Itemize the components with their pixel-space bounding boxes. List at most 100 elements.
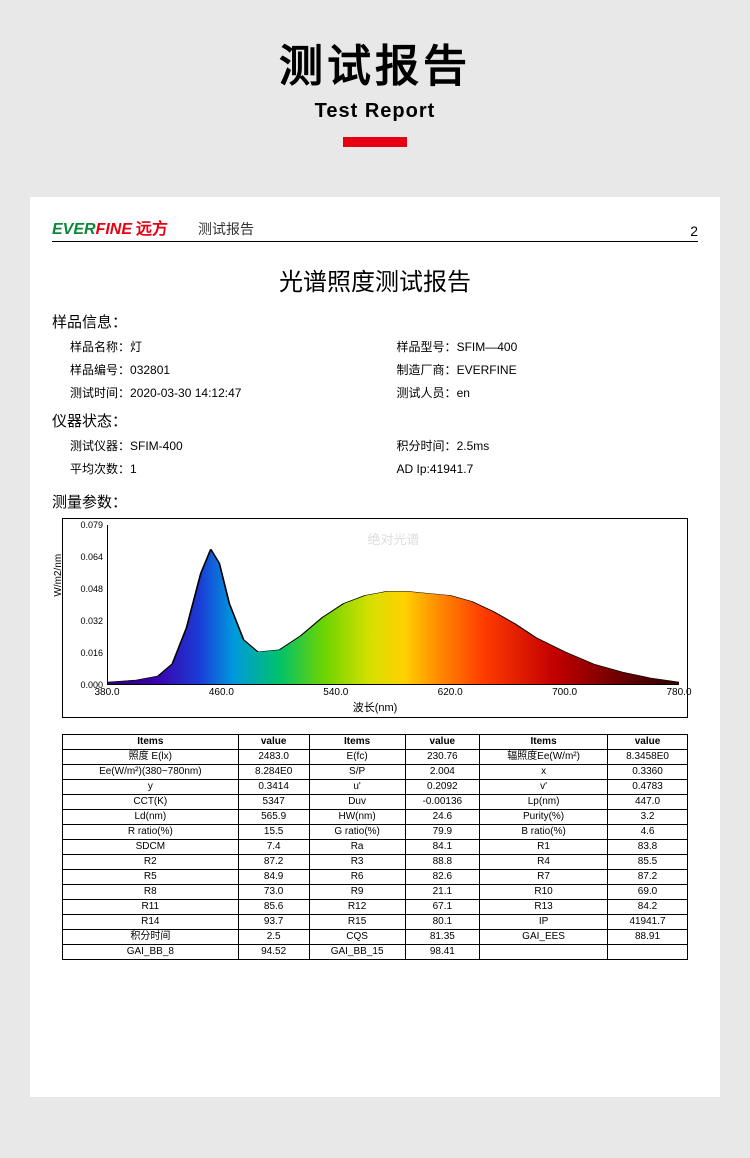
table-cell: 88.8 <box>405 854 480 869</box>
page-main-title: 测试报告 <box>0 30 750 94</box>
table-cell: 41941.7 <box>608 914 688 929</box>
table-cell: CQS <box>309 929 405 944</box>
table-cell: R11 <box>63 899 239 914</box>
inst-adip-value: 41941.7 <box>430 462 473 476</box>
table-header-cell: Items <box>480 734 608 749</box>
sample-mfr-value: EVERFINE <box>457 363 517 377</box>
table-cell: 7.4 <box>238 839 309 854</box>
table-cell: R15 <box>309 914 405 929</box>
x-tick: 460.0 <box>209 687 234 698</box>
table-cell: 83.8 <box>608 839 688 854</box>
table-cell: 85.5 <box>608 854 688 869</box>
chart-y-ticks: 0.0000.0160.0320.0480.0640.079 <box>67 525 105 685</box>
section-sample-label: 样品信息： <box>52 311 698 332</box>
table-cell: 82.6 <box>405 869 480 884</box>
y-tick: 0.016 <box>80 648 103 658</box>
table-cell: 85.6 <box>238 899 309 914</box>
table-cell: GAI_BB_15 <box>309 944 405 959</box>
table-cell: 84.2 <box>608 899 688 914</box>
table-cell: E(fc) <box>309 749 405 764</box>
sample-model-label: 样品型号： <box>397 336 457 359</box>
x-tick: 700.0 <box>552 687 577 698</box>
table-cell: 照度 E(lx) <box>63 749 239 764</box>
table-cell: CCT(K) <box>63 794 239 809</box>
chart-x-label: 波长(nm) <box>353 699 398 715</box>
page-root: 测试报告 Test Report EVERFINE 远方 测试报告 2 光谱照度… <box>0 0 750 1097</box>
table-cell: 81.35 <box>405 929 480 944</box>
table-cell: 94.52 <box>238 944 309 959</box>
table-cell: 21.1 <box>405 884 480 899</box>
table-cell: 98.41 <box>405 944 480 959</box>
table-cell: 88.91 <box>608 929 688 944</box>
spectrum-chart: W/m2/nm 0.0000.0160.0320.0480.0640.079 绝… <box>62 518 688 718</box>
x-tick: 620.0 <box>438 687 463 698</box>
table-cell: R12 <box>309 899 405 914</box>
table-cell: 79.9 <box>405 824 480 839</box>
spectrum-svg <box>108 525 679 684</box>
sample-code-label: 样品编号： <box>70 359 130 382</box>
table-cell: 8.284E0 <box>238 764 309 779</box>
table-row: 照度 E(lx)2483.0E(fc)230.76辐照度Ee(W/m²)8.34… <box>63 749 688 764</box>
table-row: R ratio(%)15.5G ratio(%)79.9B ratio(%)4.… <box>63 824 688 839</box>
table-row: Ee(W/m²)(380~780nm)8.284E0S/P2.004x0.336… <box>63 764 688 779</box>
table-cell: GAI_BB_8 <box>63 944 239 959</box>
table-row: 积分时间2.5CQS81.35GAI_EES88.91 <box>63 929 688 944</box>
section-params-label: 测量参数： <box>52 491 698 512</box>
table-row: R584.9R682.6R787.2 <box>63 869 688 884</box>
y-tick: 0.032 <box>80 616 103 626</box>
table-cell: 447.0 <box>608 794 688 809</box>
table-row: R287.2R388.8R485.5 <box>63 854 688 869</box>
inst-integ-value: 2.5ms <box>457 439 490 453</box>
table-header-cell: value <box>405 734 480 749</box>
table-cell: 3.2 <box>608 809 688 824</box>
table-cell: 67.1 <box>405 899 480 914</box>
y-tick: 0.064 <box>80 552 103 562</box>
table-cell: B ratio(%) <box>480 824 608 839</box>
table-row: y0.3414u'0.2092v'0.4783 <box>63 779 688 794</box>
table-cell: 8.3458E0 <box>608 749 688 764</box>
table-cell: Duv <box>309 794 405 809</box>
table-cell: 辐照度Ee(W/m²) <box>480 749 608 764</box>
chart-inner-title: 绝对光谱 <box>367 529 419 548</box>
table-cell: R14 <box>63 914 239 929</box>
sample-info-grid: 样品名称：灯 样品型号：SFIM—400 样品编号：032801 制造厂商：EV… <box>52 336 698 404</box>
table-row: R1185.6R1267.1R1384.2 <box>63 899 688 914</box>
table-cell: -0.00136 <box>405 794 480 809</box>
table-row: GAI_BB_894.52GAI_BB_1598.41 <box>63 944 688 959</box>
chart-plot-area: 绝对光谱 <box>107 525 679 685</box>
table-cell: u' <box>309 779 405 794</box>
table-cell: R7 <box>480 869 608 884</box>
table-cell: Ee(W/m²)(380~780nm) <box>63 764 239 779</box>
brand-mid-text: 测试报告 <box>198 219 254 239</box>
table-cell: 积分时间 <box>63 929 239 944</box>
sample-name-label: 样品名称： <box>70 336 130 359</box>
table-cell: R6 <box>309 869 405 884</box>
table-row: CCT(K)5347Duv-0.00136Lp(nm)447.0 <box>63 794 688 809</box>
table-header-cell: Items <box>63 734 239 749</box>
table-row: R1493.7R1580.1IP41941.7 <box>63 914 688 929</box>
sample-time-label: 测试时间： <box>70 382 130 405</box>
sample-name-value: 灯 <box>130 340 142 354</box>
sample-mfr-label: 制造厂商： <box>397 359 457 382</box>
table-cell: 0.4783 <box>608 779 688 794</box>
sample-tester-value: en <box>457 386 470 400</box>
table-header-cell: value <box>608 734 688 749</box>
table-cell: 2.5 <box>238 929 309 944</box>
spectrum-fill <box>108 525 679 684</box>
table-cell: 24.6 <box>405 809 480 824</box>
table-cell: 87.2 <box>238 854 309 869</box>
table-cell: 69.0 <box>608 884 688 899</box>
table-header-cell: value <box>238 734 309 749</box>
inst-avg-label: 平均次数： <box>70 458 130 481</box>
header-block: 测试报告 Test Report <box>0 0 750 167</box>
table-cell: R ratio(%) <box>63 824 239 839</box>
table-row: SDCM7.4Ra84.1R183.8 <box>63 839 688 854</box>
table-cell: R9 <box>309 884 405 899</box>
table-cell: 84.9 <box>238 869 309 884</box>
brand-ever-text: EVER <box>52 221 96 239</box>
table-cell: 565.9 <box>238 809 309 824</box>
x-tick: 380.0 <box>94 687 119 698</box>
title-underline <box>343 137 407 147</box>
table-cell: Lp(nm) <box>480 794 608 809</box>
table-cell: GAI_EES <box>480 929 608 944</box>
